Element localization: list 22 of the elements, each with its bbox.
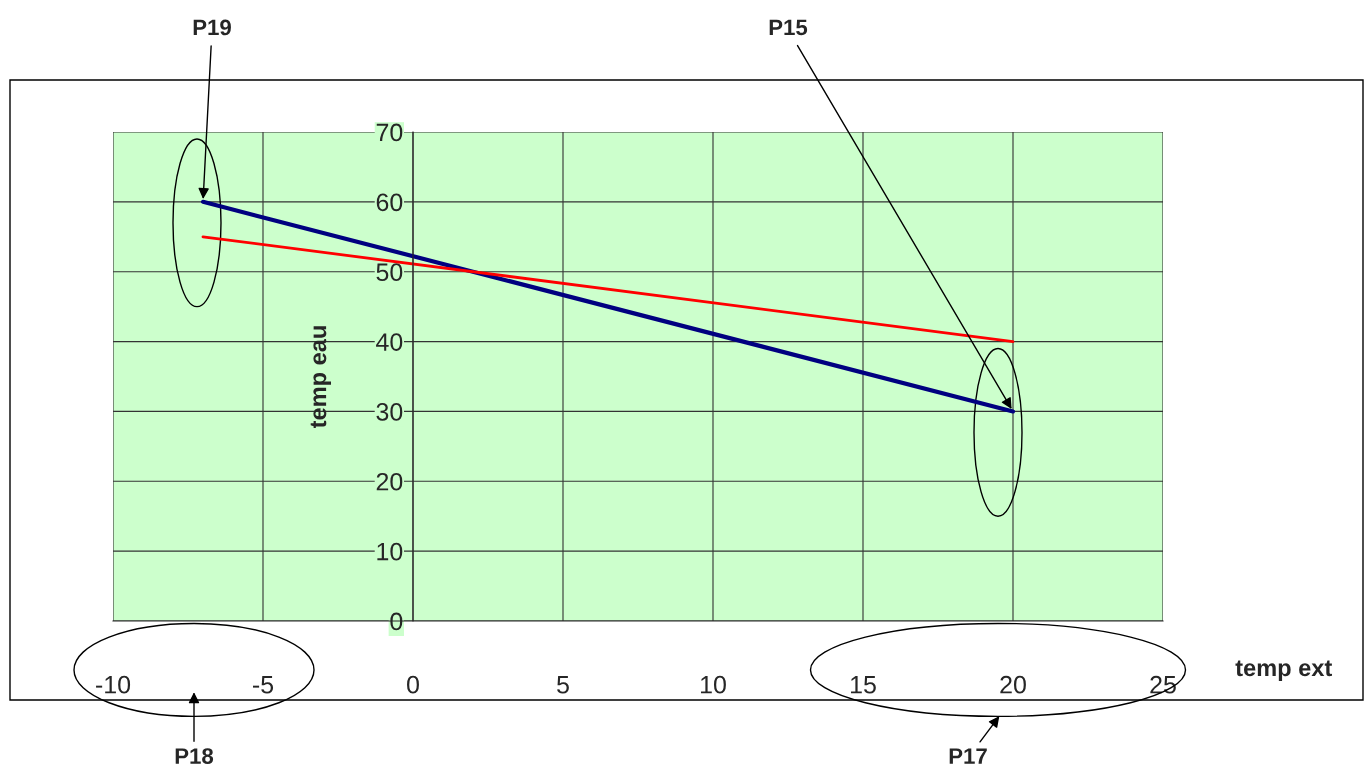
x-tick-label: 5 xyxy=(557,676,569,694)
annotation: P19 xyxy=(193,19,231,36)
x-tick-label: -10 xyxy=(96,675,131,694)
x-axis-title: temp ext xyxy=(1235,660,1333,681)
y-tick-label: 70 xyxy=(376,123,403,142)
annotation: P15 xyxy=(769,19,808,36)
y-tick-label: 20 xyxy=(376,472,403,491)
y-axis-title: temp eau xyxy=(310,326,332,429)
y-tick-label: 0 xyxy=(390,612,403,631)
y-tick-label: 50 xyxy=(376,263,403,282)
text: P17 xyxy=(949,748,987,764)
text: P18 xyxy=(175,748,214,764)
y-tick-label: 60 xyxy=(376,193,403,212)
x-tick-label: 10 xyxy=(701,675,726,694)
x-tick-label: 0 xyxy=(407,675,419,694)
y-tick-label: 30 xyxy=(376,403,403,421)
x-tick-label: 25 xyxy=(1150,675,1176,694)
x-tick-label: 20 xyxy=(1000,675,1026,694)
y-tick-label: 10 xyxy=(377,542,403,561)
y-tick-label: 40 xyxy=(376,333,403,351)
x-tick-label: 15 xyxy=(851,676,876,694)
x-tick-label: -5 xyxy=(253,676,274,694)
